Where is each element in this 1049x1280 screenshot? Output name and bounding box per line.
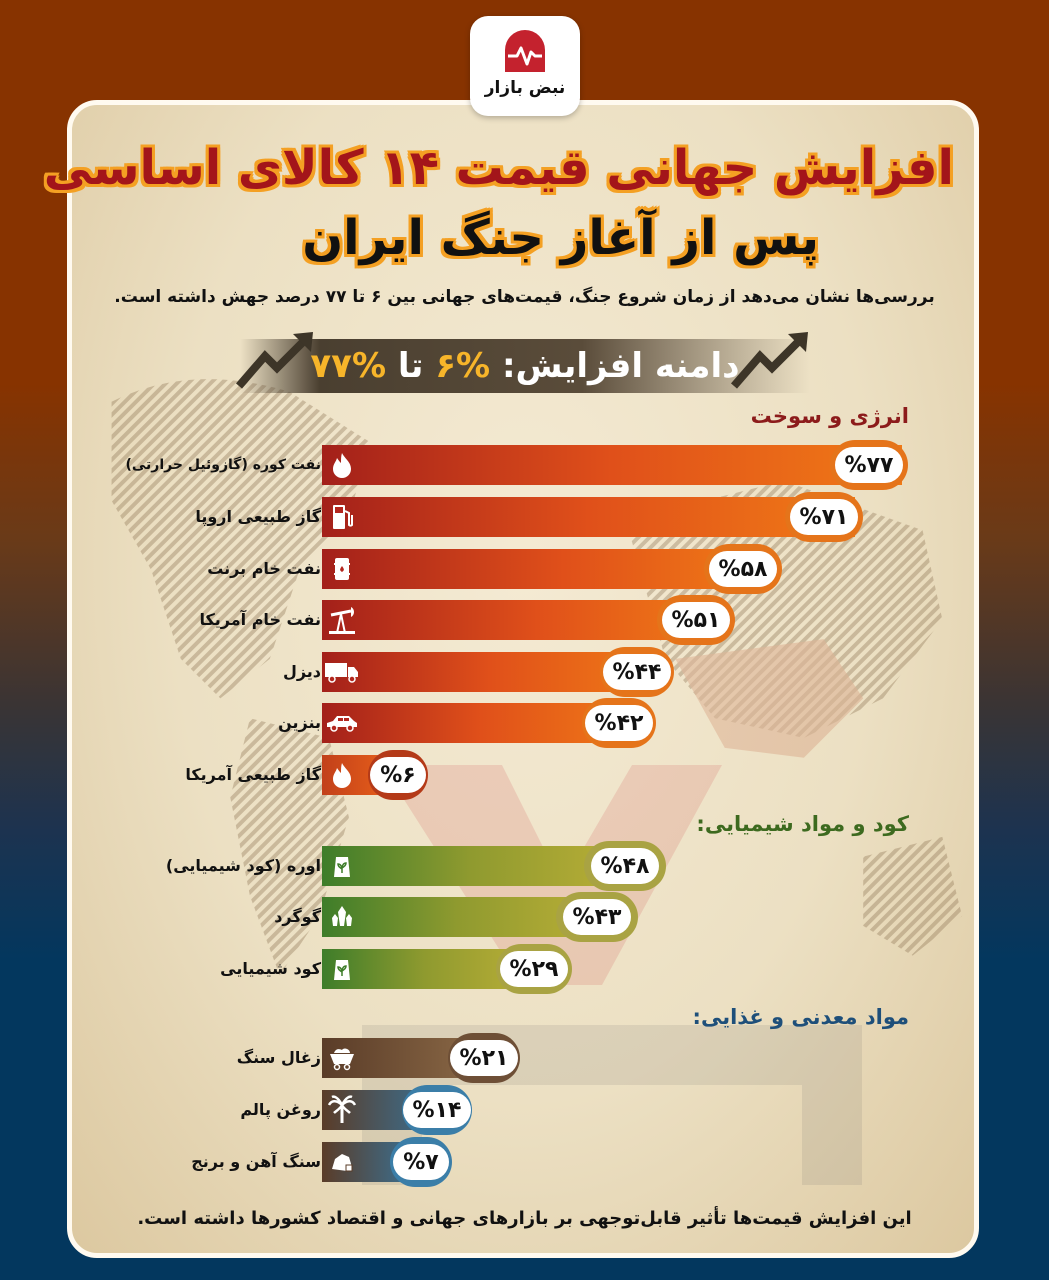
value-pill: %۶ [368, 750, 428, 800]
bar-row: بنزین %۴۲ [0, 698, 1049, 748]
value-text: %۲۱ [449, 1040, 519, 1076]
bar: %۱۴ [322, 1085, 472, 1135]
range-banner: دامنه افزایش: %۶ تا %۷۷ [240, 339, 810, 393]
bar: %۵۸ [322, 544, 782, 594]
value-text: %۵۸ [708, 551, 778, 587]
bar-row: اوره (کود شیمیایی) %۴۸ [0, 841, 1049, 891]
value-text: %۷۷ [834, 447, 904, 483]
value-pill: %۴۸ [584, 841, 666, 891]
truck-icon [322, 652, 362, 692]
value-text: %۷ [393, 1144, 449, 1180]
value-text: %۲۹ [499, 951, 569, 987]
bar-label: گاز طبیعی آمریکا [185, 765, 321, 784]
bar-row: سنگ آهن و برنج %۷ [0, 1137, 1049, 1187]
value-text: %۴۲ [584, 705, 654, 741]
value-pill: %۵۸ [704, 544, 782, 594]
value-pill: %۴۲ [582, 698, 656, 748]
bar-label: کود شیمیایی [220, 959, 321, 978]
value-pill: %۲۹ [496, 944, 572, 994]
bar: %۴۳ [322, 892, 638, 942]
bar-label: گاز طبیعی اروپا [195, 507, 321, 526]
crystal-icon [322, 897, 362, 937]
bar-label: نفت خام برنت [207, 559, 321, 578]
bar: %۷ [322, 1137, 452, 1187]
fuel-pump-icon [322, 497, 362, 537]
subtitle: بررسی‌ها نشان می‌دهد از زمان شروع جنگ، ق… [114, 287, 935, 307]
car-icon [322, 703, 362, 743]
value-pill: %۴۳ [556, 892, 638, 942]
value-text: %۵۱ [661, 602, 731, 638]
oil-barrel-icon [322, 549, 362, 589]
bar-row: روغن پالم %۱۴ [0, 1085, 1049, 1135]
bar-row: نفت خام برنت %۵۸ [0, 544, 1049, 594]
fertilizer-sack-icon [322, 846, 362, 886]
value-pill: %۷۷ [830, 440, 908, 490]
bar-label: روغن پالم [240, 1100, 321, 1119]
value-pill: %۲۱ [448, 1033, 520, 1083]
title-line-2: پس از آغاز جنگ ایران [302, 210, 819, 266]
pulse-logo-icon [505, 30, 545, 72]
bar-row: نفت کوره (گازوئیل حرارتی) %۷۷ [0, 440, 1049, 490]
category-chemicals-title: کود و مواد شیمیایی: [696, 812, 909, 836]
bar: %۲۱ [322, 1033, 520, 1083]
brand-logo: نبض بازار [470, 16, 580, 116]
world-map-background [111, 379, 963, 976]
range-low: %۶ [435, 346, 491, 386]
value-text: %۴۸ [590, 848, 660, 884]
bar-row: دیزل %۴۴ [0, 647, 1049, 697]
trend-up-arrow-icon-right [730, 332, 808, 389]
fertilizer-sack-icon [322, 949, 362, 989]
bar: %۵۱ [322, 595, 735, 645]
range-high: %۷۷ [310, 346, 387, 386]
bar-label: سنگ آهن و برنج [191, 1152, 321, 1171]
value-pill: %۴۴ [600, 647, 674, 697]
bar: %۷۱ [322, 492, 863, 542]
value-pill: %۵۱ [657, 595, 735, 645]
bar: %۴۸ [322, 841, 666, 891]
flame-icon [322, 445, 362, 485]
brand-name: نبض بازار [484, 78, 566, 98]
ore-rock-icon [322, 1142, 362, 1182]
value-text: %۴۴ [602, 654, 672, 690]
range-sep: تا [397, 346, 424, 386]
bar-label: گوگرد [274, 907, 321, 926]
oil-pump-jack-icon [322, 600, 362, 640]
value-text: %۷۱ [789, 499, 859, 535]
flame-icon [322, 755, 362, 795]
value-pill: %۱۴ [402, 1085, 472, 1135]
bar-label: نفت خام آمریکا [199, 610, 321, 629]
bar-label: زغال سنگ [236, 1048, 321, 1067]
bar-row: نفت خام آمریکا %۵۱ [0, 595, 1049, 645]
bar-row: زغال سنگ %۲۱ [0, 1033, 1049, 1083]
bar-row: گاز طبیعی اروپا %۷۱ [0, 492, 1049, 542]
bar-row: کود شیمیایی %۲۹ [0, 944, 1049, 994]
bar-label: دیزل [282, 662, 321, 681]
trend-up-arrow-icon-left [235, 332, 313, 389]
footer-note: این افزایش قیمت‌ها تأثیر قابل‌توجهی بر ب… [137, 1208, 912, 1229]
category-energy-title: انرژی و سوخت [750, 404, 909, 428]
bar: %۴۲ [322, 698, 656, 748]
bar-label: بنزین [278, 713, 321, 732]
mine-cart-icon [322, 1038, 362, 1078]
category-minerals-title: مواد معدنی و غذایی: [692, 1005, 909, 1029]
value-text: %۶ [370, 757, 426, 793]
value-text: %۱۴ [402, 1092, 472, 1128]
palm-tree-icon [322, 1090, 362, 1130]
title-line-1: افزایش جهانی قیمت ۱۴ کالای اساسی [43, 140, 954, 196]
bar: %۲۹ [322, 944, 572, 994]
value-pill: %۷ [390, 1137, 452, 1187]
bar: %۷۷ [322, 440, 908, 490]
bar: %۶ [322, 750, 428, 800]
bar-row: گوگرد %۴۳ [0, 892, 1049, 942]
bar-row: گاز طبیعی آمریکا %۶ [0, 750, 1049, 800]
bar-label: اوره (کود شیمیایی) [165, 856, 321, 875]
value-pill: %۷۱ [785, 492, 863, 542]
bar-label: نفت کوره (گازوئیل حرارتی) [125, 457, 321, 473]
range-label: دامنه افزایش: [501, 346, 740, 386]
bar: %۴۴ [322, 647, 674, 697]
value-text: %۴۳ [562, 899, 632, 935]
